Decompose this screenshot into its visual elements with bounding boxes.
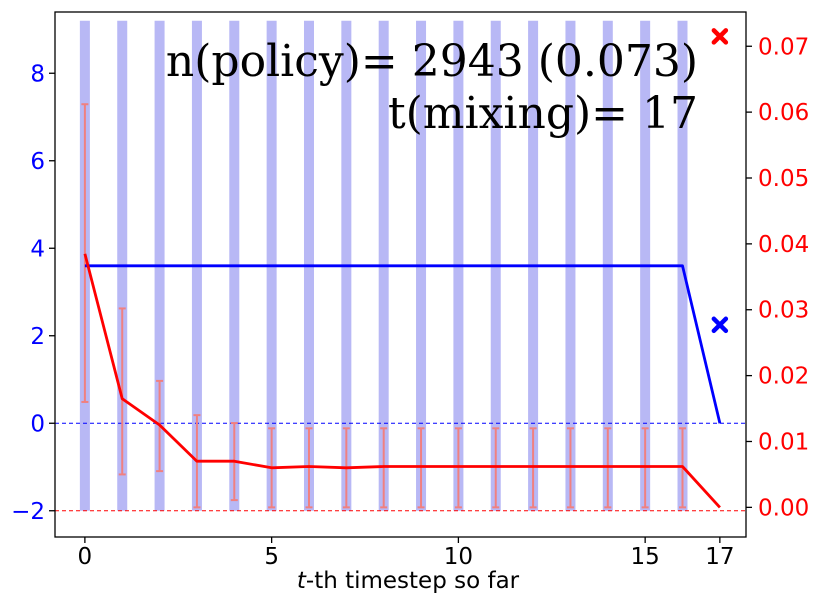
- left-tick-label-1: 0: [30, 411, 45, 437]
- end-marker-right-stroke-b: [711, 28, 729, 45]
- series-line-right: [83, 253, 721, 509]
- x-tick-label-1: 5: [264, 544, 279, 570]
- left-tick-label-5: 8: [30, 61, 45, 87]
- annotation-mixing: t(mixing)= 17: [388, 88, 698, 139]
- axis-ticks: −2 0 2 4 6 8 0.00 0.01 0.02 0.03 0.04 0.05 0.06 0.07 0…: [11, 34, 809, 570]
- right-tick-label-4: 0.04: [758, 232, 809, 258]
- x-tick-label-2: 10: [444, 544, 473, 570]
- plot-frame: [54, 11, 747, 538]
- x-tick-label-4: 17: [705, 544, 734, 570]
- end-marker-left-stroke-b: [711, 316, 729, 334]
- left-tick-label-2: 2: [30, 324, 45, 350]
- left-tick-label-3: 4: [30, 236, 45, 262]
- right-tick-label-3: 0.03: [758, 298, 809, 324]
- x-axis-label: t-th timestep so far: [297, 568, 520, 594]
- right-tick-label-6: 0.06: [758, 100, 809, 126]
- reference-lines: [55, 422, 746, 512]
- x-axis-label-rest: -th timestep so far: [306, 568, 520, 594]
- end-marker-right: [711, 28, 729, 45]
- left-tick-label-0: −2: [11, 499, 45, 525]
- x-tick-label-3: 15: [631, 544, 660, 570]
- series-lines: [83, 253, 722, 509]
- right-tick-label-5: 0.05: [758, 166, 809, 192]
- end-markers: [711, 28, 729, 334]
- annotation-policy: n(policy)= 2943 (0.073): [166, 36, 698, 87]
- error-bars: [81, 103, 687, 509]
- x-tick-label-0: 0: [78, 544, 93, 570]
- left-tick-label-4: 6: [30, 149, 45, 175]
- series-line-left: [84, 264, 722, 424]
- right-tick-label-2: 0.02: [758, 364, 809, 390]
- right-tick-label-7: 0.07: [758, 34, 809, 60]
- x-axis-label-italic: t: [297, 568, 307, 594]
- right-tick-label-0: 0.00: [758, 495, 809, 521]
- end-marker-left: [711, 316, 729, 334]
- right-tick-label-1: 0.01: [758, 429, 809, 455]
